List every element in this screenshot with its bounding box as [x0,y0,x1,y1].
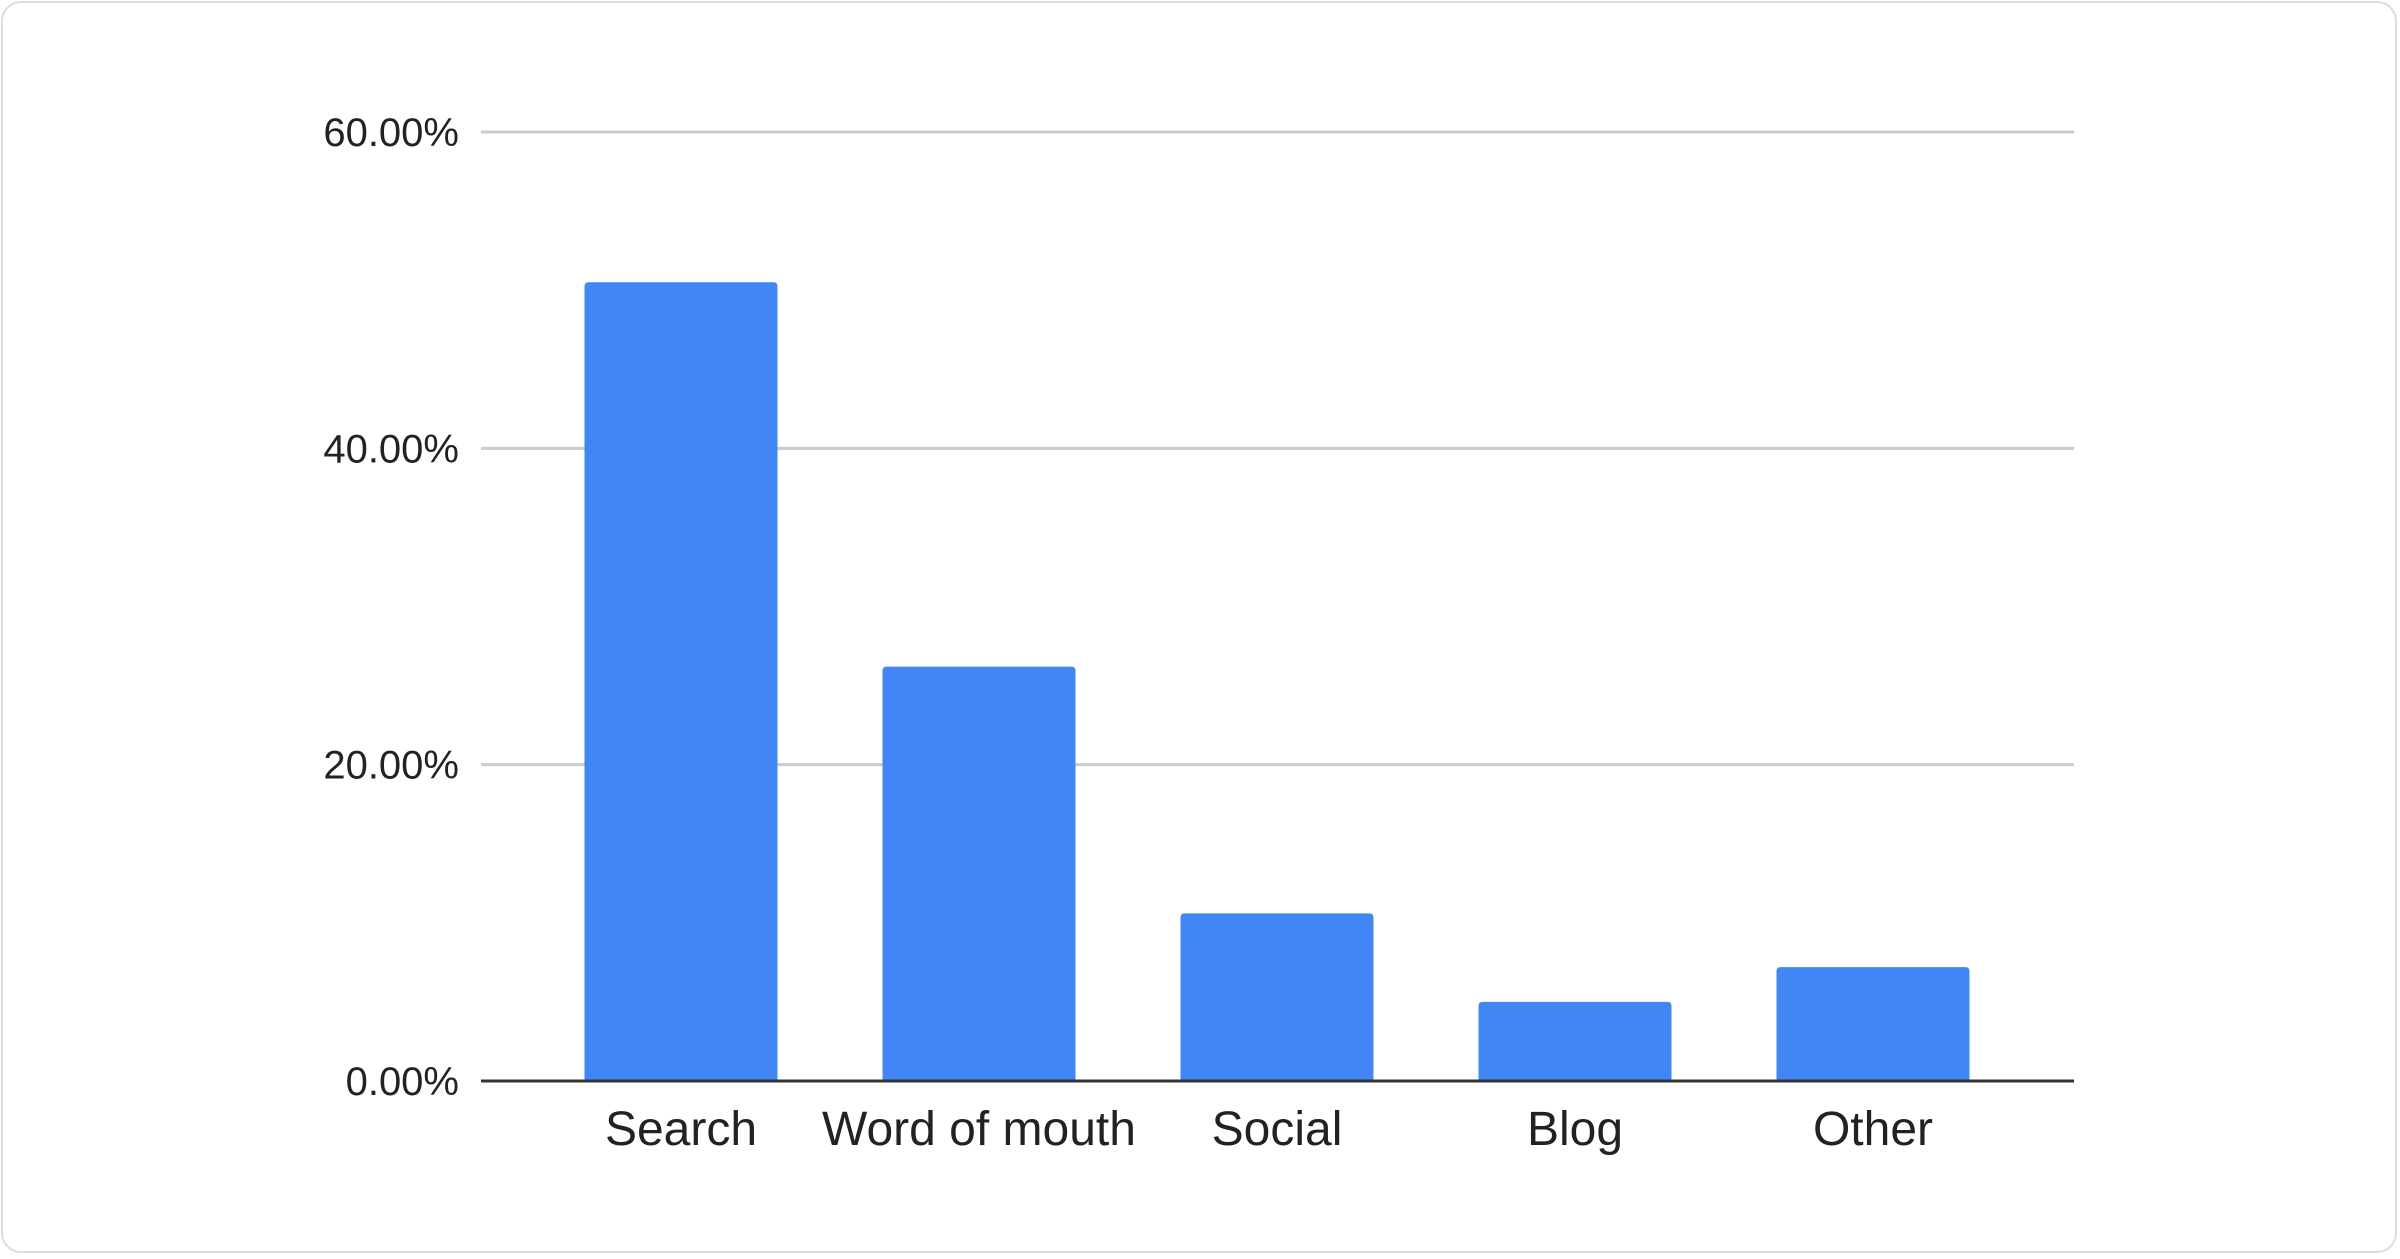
bar-chart: 0.00% 20.00% 40.00% 60.00% Search Word of mou… [323,111,2074,1156]
bar-social [1180,913,1374,1081]
x-category-label: Other [1813,1103,1933,1156]
x-category-label: Blog [1527,1103,1623,1156]
y-tick-label: 20.00% [323,744,459,788]
y-tick-label: 0.00% [346,1060,459,1104]
x-category-label: Search [605,1103,757,1156]
y-tick-label: 40.00% [323,427,459,471]
y-tick-label: 60.00% [323,111,459,155]
bar-blog [1478,1001,1672,1081]
bar-search [584,282,778,1082]
x-category-label: Word of mouth [822,1103,1136,1156]
bar-word-of-mouth [882,666,1076,1081]
x-category-label: Social [1212,1103,1343,1156]
bar-other [1776,967,1970,1081]
